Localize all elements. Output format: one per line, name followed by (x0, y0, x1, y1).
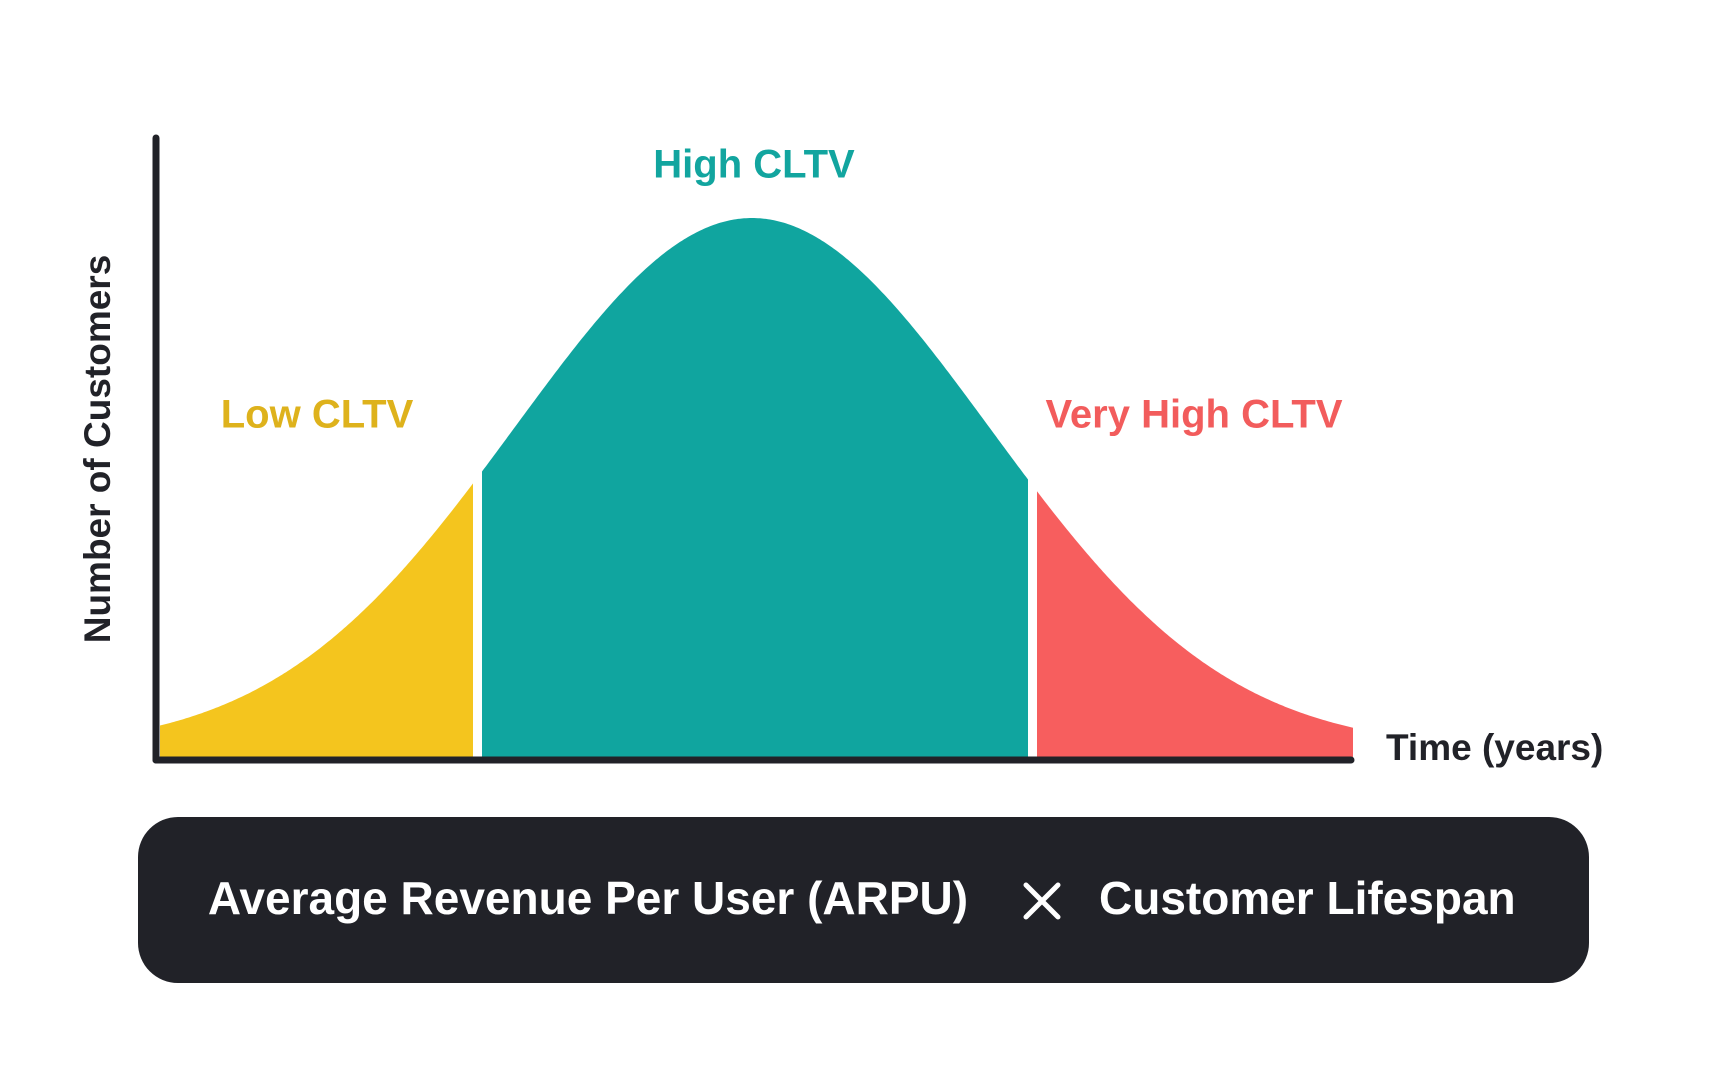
formula-box (138, 817, 1589, 983)
curve-region (1037, 491, 1353, 757)
curve-region (160, 483, 473, 757)
formula-left: Average Revenue Per User (ARPU) (208, 872, 968, 924)
region-label: High CLTV (653, 143, 855, 187)
multiply-icon (1023, 882, 1061, 920)
curve-region (482, 218, 1028, 757)
x-axis-label: Time (years) (1386, 727, 1603, 768)
y-axis-label: Number of Customers (77, 255, 118, 644)
formula-right: Customer Lifespan (1099, 872, 1516, 924)
bell-curve (160, 218, 1353, 757)
region-label: Low CLTV (221, 393, 414, 437)
region-label: Very High CLTV (1045, 393, 1342, 437)
